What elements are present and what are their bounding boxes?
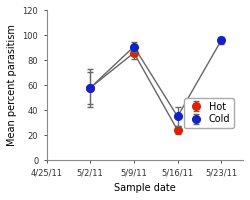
Legend: Hot, Cold: Hot, Cold bbox=[184, 98, 234, 128]
Y-axis label: Mean percent parasitism: Mean percent parasitism bbox=[7, 24, 17, 146]
X-axis label: Sample date: Sample date bbox=[114, 183, 176, 193]
